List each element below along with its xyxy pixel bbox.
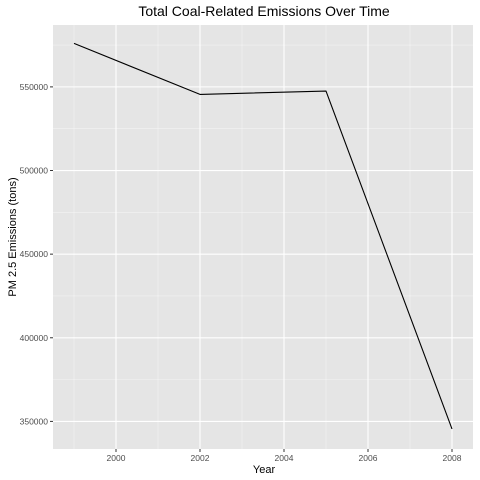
x-tick-label: 2004 [275, 453, 294, 463]
y-axis-title: PM 2.5 Emissions (tons) [7, 177, 19, 296]
x-tick-label: 2006 [359, 453, 378, 463]
x-axis: 2000 2002 2004 2006 2008 [107, 449, 462, 463]
x-axis-title: Year [253, 464, 276, 476]
y-tick-label: 500000 [20, 166, 49, 176]
y-tick-label: 550000 [20, 82, 49, 92]
y-tick-label: 450000 [20, 249, 49, 259]
y-tick-label: 400000 [20, 333, 49, 343]
y-axis: 350000 400000 450000 500000 550000 [20, 82, 53, 427]
y-tick-label: 350000 [20, 416, 49, 426]
x-tick-label: 2008 [443, 453, 462, 463]
chart-title: Total Coal-Related Emissions Over Time [138, 3, 390, 19]
x-tick-label: 2000 [107, 453, 126, 463]
x-tick-label: 2002 [191, 453, 210, 463]
